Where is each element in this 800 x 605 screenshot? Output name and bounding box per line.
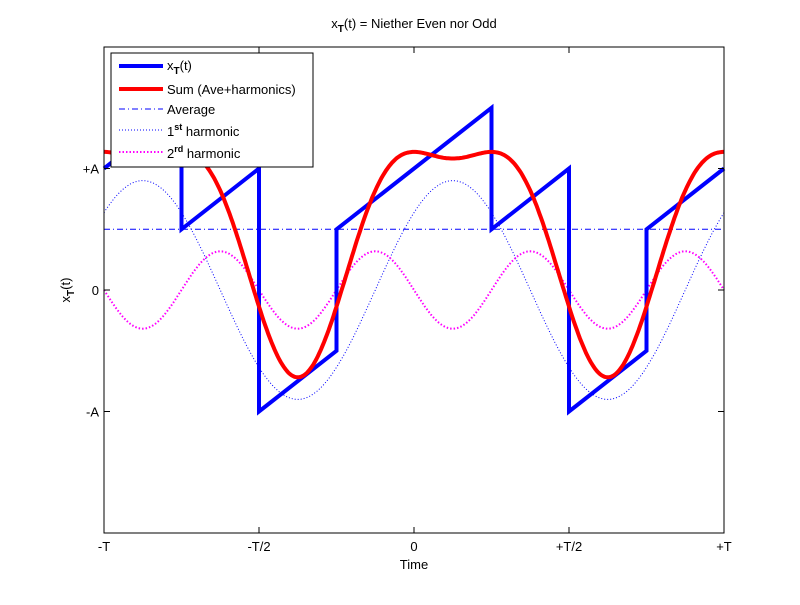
x-tick-label: +T bbox=[716, 539, 732, 554]
legend-label-sum: Sum (Ave+harmonics) bbox=[167, 82, 296, 97]
x-tick-label: -T bbox=[98, 539, 110, 554]
legend-label-1st-harmonic: 1st harmonic bbox=[167, 122, 240, 139]
y-tick-label: +A bbox=[83, 162, 100, 177]
legend-label-2nd-harmonic: 2rd harmonic bbox=[167, 144, 241, 161]
legend-box bbox=[110, 52, 314, 168]
legend-label-xt: xT(t) bbox=[167, 58, 192, 77]
series-1st-harmonic bbox=[103, 180, 725, 400]
x-tick-label: 0 bbox=[410, 539, 417, 554]
y-axis-label: xT(t) bbox=[58, 278, 77, 303]
x-tick-label: +T/2 bbox=[556, 539, 582, 554]
legend: xT(t) Sum (Ave+harmonics) Average 1st ha… bbox=[110, 52, 314, 168]
x-tick-label: -T/2 bbox=[247, 539, 270, 554]
y-tick-label: 0 bbox=[92, 283, 99, 298]
chart-title: xT(t) = Niether Even nor Odd bbox=[331, 16, 496, 35]
legend-label-average: Average bbox=[167, 102, 215, 117]
y-tick-label: -A bbox=[86, 405, 99, 420]
series-xt bbox=[102, 103, 726, 416]
axis-ticks: -T -T/2 0 +T/2 +T +A 0 -A bbox=[83, 47, 732, 554]
x-axis-label: Time bbox=[400, 557, 428, 572]
